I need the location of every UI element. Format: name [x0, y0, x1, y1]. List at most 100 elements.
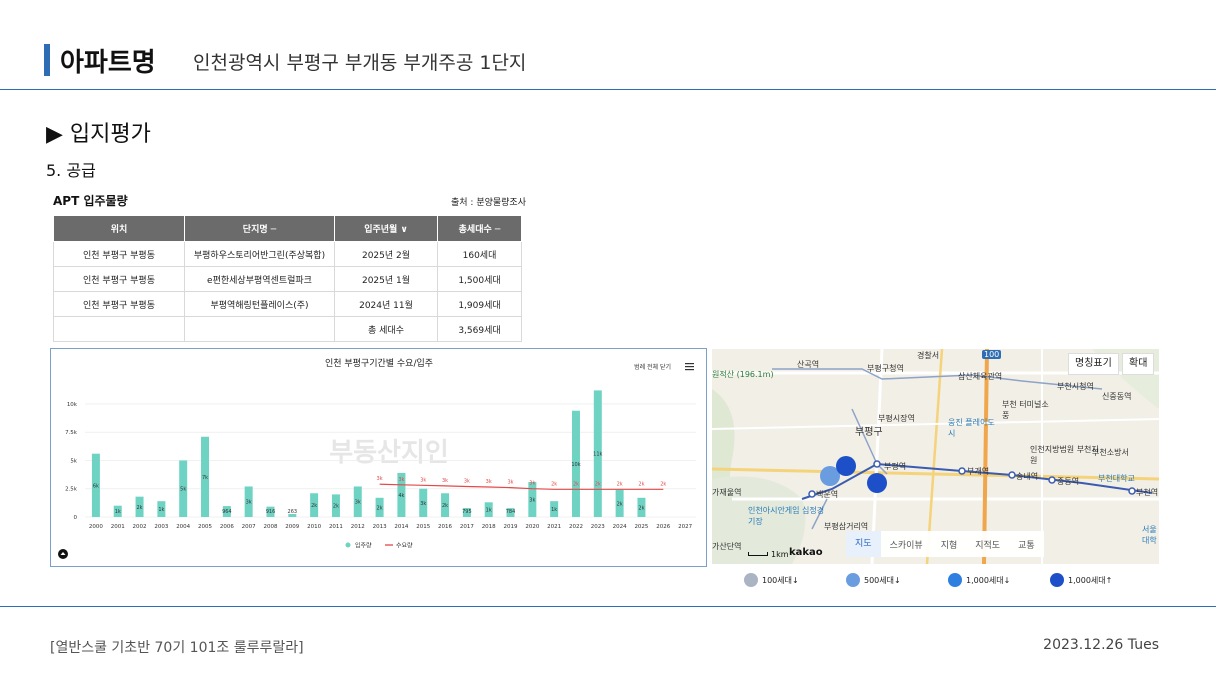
- pin-icon: [744, 573, 758, 587]
- section-title: ▶ 입지평가: [46, 122, 151, 147]
- x-tick-label: 2023: [591, 524, 605, 530]
- table-cell: 1,500세대: [437, 266, 522, 292]
- column-header-households[interactable]: 총세대수 ─: [437, 215, 522, 242]
- table-cell: 2025년 2월: [334, 241, 438, 267]
- column-header-move-in[interactable]: 입주년월 ∨: [334, 215, 438, 242]
- line-data-label: 2k: [573, 481, 579, 487]
- bar-data-label: 784: [506, 509, 516, 515]
- x-tick-label: 2008: [263, 524, 277, 530]
- chart-menu-icon[interactable]: [685, 363, 694, 371]
- map-label: 부천 터미널소풍: [1002, 400, 1049, 420]
- bar-data-label: 6k: [93, 483, 99, 489]
- map-label-toggle-button[interactable]: 명칭표기: [1068, 353, 1119, 375]
- column-header-location[interactable]: 위치: [53, 215, 185, 242]
- pin-icon: [846, 573, 860, 587]
- tab-traffic[interactable]: 교통: [1018, 540, 1035, 551]
- bar-supply: [266, 506, 275, 517]
- map-label: 원적산 (196.1m): [712, 370, 774, 379]
- bar-data-label: 2k: [638, 505, 644, 511]
- map-label: 인천지방법원 부천지원: [1030, 445, 1099, 465]
- x-tick-label: 2021: [547, 524, 561, 530]
- table-cell: 인천 부평구 부평동: [53, 241, 185, 267]
- apt-marker-pin[interactable]: [820, 456, 887, 493]
- legend-1000-over: 1,000세대↑: [1050, 570, 1112, 590]
- bar-supply: [484, 502, 493, 517]
- map-canvas[interactable]: [712, 349, 1159, 564]
- title-accent-bar: [44, 44, 50, 76]
- line-data-label: 2k: [638, 481, 644, 487]
- map-label: 부천대학교: [1098, 474, 1135, 483]
- line-data-label: 3k: [464, 478, 470, 484]
- map-label: 부평구: [855, 427, 883, 438]
- x-tick-label: 2026: [656, 524, 670, 530]
- apt-supply-table: 위치 단지명 ─ 입주년월 ∨ 총세대수 ─ 인천 부평구 부평동 부평하우스토…: [53, 215, 522, 342]
- table-row: 인천 부평구 부평동 부평역해링턴플레이스(주) 2024년 11월 1,909…: [53, 291, 522, 317]
- map-label: 부천소방서: [1092, 448, 1129, 457]
- bar-supply: [571, 410, 580, 517]
- bar-supply: [113, 505, 122, 517]
- bar-supply: [637, 497, 646, 517]
- chart-svg: 인천 부평구기간별 수요/입주 범례 전체 닫기 부동산지인 6k 1k 2k 1k 5…: [58, 357, 696, 559]
- column-header-complex[interactable]: 단지명 ─: [184, 215, 335, 242]
- x-tick-label: 2012: [351, 524, 365, 530]
- bar-supply: [397, 472, 406, 517]
- map-label: 서울 대학: [1142, 525, 1157, 545]
- bar-supply: [528, 481, 537, 517]
- map-label: 삼산체육관역: [958, 372, 1003, 381]
- y-tick-label: 10k: [67, 402, 78, 408]
- table-cell: 1,909세대: [437, 291, 522, 317]
- map-label: 백운역: [816, 490, 839, 499]
- bar-data-label: 5k: [180, 487, 186, 493]
- table-total-row: 총 세대수 3,569세대: [53, 316, 522, 342]
- bar-supply: [157, 501, 166, 517]
- legend-label-supply[interactable]: 입주량: [355, 542, 372, 550]
- footer-date: 2023.12.26 Tues: [1043, 637, 1159, 653]
- bar-supply: [201, 436, 210, 517]
- tab-skyview[interactable]: 스카이뷰: [889, 540, 923, 551]
- tab-cadastral[interactable]: 지적도: [975, 540, 1001, 551]
- map-label: 웅진 플레이도시: [948, 418, 995, 438]
- supply-demand-chart: 인천 부평구기간별 수요/입주 범례 전체 닫기 부동산지인 6k 1k 2k 1k 5…: [50, 348, 707, 567]
- x-tick-label: 2020: [525, 524, 539, 530]
- map-label: 경찰서: [917, 351, 940, 360]
- map-label: 부천시청역: [1057, 382, 1094, 391]
- y-tick-label: 5k: [70, 458, 77, 464]
- map-scale: 1km: [748, 548, 789, 560]
- map-label: 부평구청역: [867, 364, 904, 373]
- x-tick-label: 2025: [634, 524, 648, 530]
- table-cell: 2024년 11월: [334, 291, 438, 317]
- bar-data-label: 2k: [333, 504, 339, 510]
- map-zoom-button[interactable]: 확대: [1122, 353, 1155, 375]
- bar-data-label: 795: [462, 509, 472, 515]
- map-label: 가재울역: [712, 488, 742, 497]
- tab-terrain[interactable]: 지형: [940, 540, 958, 551]
- bar-data-label: 2k: [137, 505, 143, 511]
- bar-supply: [179, 460, 188, 517]
- x-tick-label: 2018: [482, 524, 496, 530]
- chart-title: 인천 부평구기간별 수요/입주: [325, 357, 433, 369]
- y-tick-label: 0: [74, 515, 78, 521]
- legend-label-demand[interactable]: 수요량: [396, 543, 413, 550]
- bar-data-label: 2k: [442, 503, 448, 509]
- bar-data-label: 2k: [617, 501, 623, 507]
- location-map[interactable]: 경찰서 산곡역 부평구청역 삼산체육관역 원적산 (196.1m) 부천시청역 …: [712, 349, 1159, 564]
- bar-supply: [593, 390, 602, 517]
- chart-legend-toggle[interactable]: 범례 전체 닫기: [634, 363, 671, 371]
- bar-data-label: 3k: [529, 497, 535, 503]
- bar-supply: [135, 496, 144, 517]
- line-data-label: 3k: [377, 476, 383, 482]
- chart-legend[interactable]: 입주량 수요량: [345, 542, 414, 550]
- x-tick-label: 2000: [89, 524, 103, 530]
- footer-divider: [0, 606, 1216, 607]
- x-tick-label: 2019: [504, 524, 518, 530]
- bar-supply: [222, 506, 231, 517]
- bar-supply: [331, 494, 340, 517]
- x-tick-label: 2004: [176, 524, 190, 530]
- tab-map[interactable]: 지도: [846, 531, 881, 557]
- header-divider: [0, 89, 1216, 90]
- bar-supply: [506, 508, 515, 517]
- table-cell: 3,569세대: [437, 316, 522, 342]
- bar-data-label: 1k: [158, 507, 164, 513]
- bar-supply: [244, 486, 253, 517]
- table-cell: 160세대: [437, 241, 522, 267]
